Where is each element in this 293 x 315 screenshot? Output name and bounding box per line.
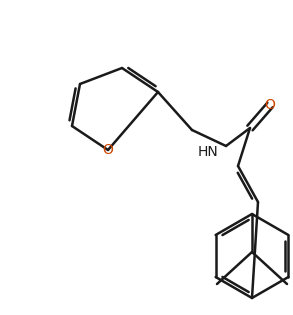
Text: O: O bbox=[103, 143, 113, 157]
Text: O: O bbox=[265, 98, 275, 112]
Text: HN: HN bbox=[197, 145, 218, 159]
